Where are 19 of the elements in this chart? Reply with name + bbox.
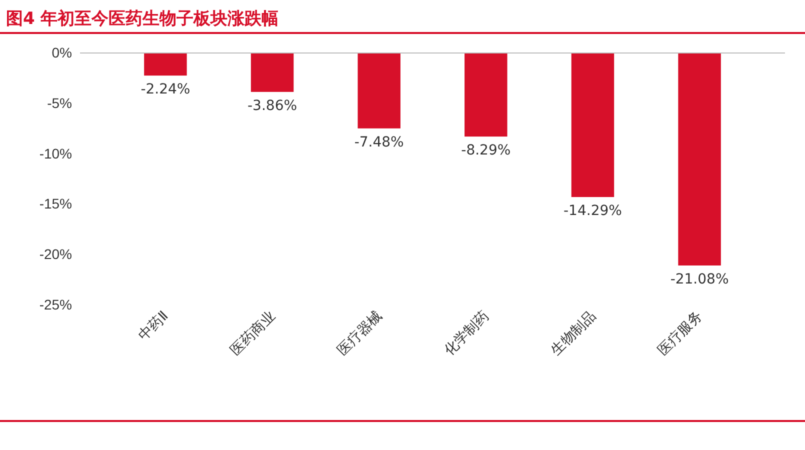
data-label: -3.86% (248, 98, 298, 114)
y-tick-label: -25% (39, 296, 72, 312)
y-tick-label: -10% (39, 145, 72, 162)
y-tick-label: -20% (39, 246, 72, 262)
data-label: -14.29% (564, 203, 622, 220)
y-tick-label: -5% (47, 94, 72, 111)
x-tick-label: 医疗器械 (334, 307, 385, 358)
y-tick-label: 0% (52, 44, 72, 60)
data-label: -7.48% (354, 134, 404, 150)
x-tick-label: 化学制药 (440, 307, 492, 358)
x-tick-label: 医药商业 (226, 307, 278, 358)
data-label: -2.24% (140, 82, 190, 98)
chart-title: 图4 年初至今医药生物子板块涨跌幅 (6, 9, 279, 29)
x-tick-label: 生物制品 (547, 307, 598, 358)
x-tick-label: 中药Ⅱ (134, 307, 172, 344)
data-label: -21.08% (670, 271, 729, 288)
data-label: -8.29% (461, 142, 511, 159)
y-tick-label: -15% (39, 196, 72, 212)
x-tick-label: 医疗服务 (654, 307, 706, 358)
